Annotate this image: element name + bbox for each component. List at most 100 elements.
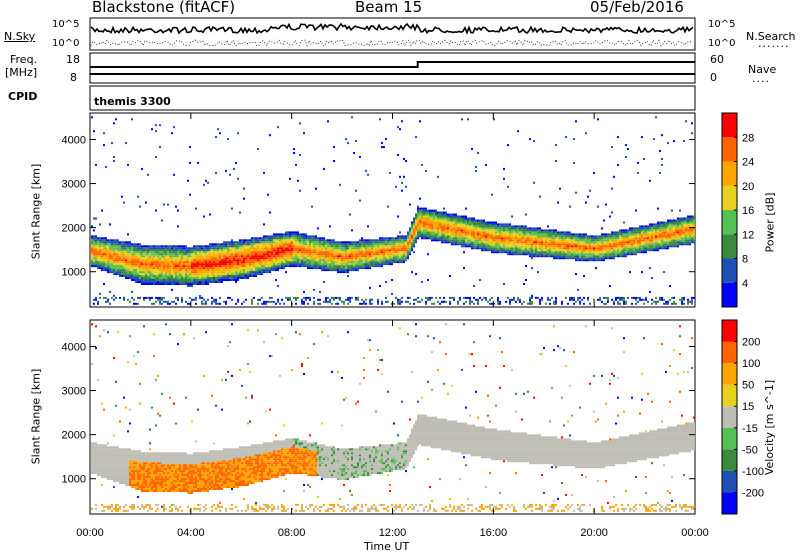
power-cell: [251, 245, 253, 248]
power-cell: [355, 243, 357, 246]
power-cell: [509, 239, 511, 242]
power-cell: [529, 233, 531, 236]
power-cell: [477, 243, 479, 246]
power-cell: [263, 249, 265, 252]
power-cell: [273, 265, 275, 268]
power-cell: [257, 148, 259, 151]
power-cell: [237, 298, 239, 301]
power-cell: [131, 245, 133, 248]
power-cell: [153, 281, 155, 283]
power-cell: [129, 259, 131, 262]
power-cell: [485, 237, 487, 240]
power-cell: [193, 273, 195, 276]
power-cell: [511, 225, 513, 228]
power-cell: [109, 261, 111, 264]
power-cell: [369, 265, 371, 268]
power-cell: [205, 281, 207, 283]
power-cell: [141, 279, 143, 281]
power-cell: [475, 225, 477, 228]
power-cell: [471, 241, 473, 244]
power-cell: [323, 255, 325, 258]
power-cell: [329, 253, 331, 256]
power-cell: [109, 251, 111, 254]
power-cell: [339, 251, 341, 254]
power-cell: [211, 243, 213, 246]
power-cell: [121, 251, 123, 254]
power-cell: [405, 257, 407, 260]
power-cell: [469, 231, 471, 234]
power-cell: [145, 273, 147, 276]
power-cell: [453, 227, 455, 230]
power-cell: [509, 251, 511, 254]
power-cell: [99, 267, 101, 270]
power-cell: [303, 261, 305, 264]
power-cell: [347, 249, 349, 252]
power-cell: [97, 251, 99, 254]
power-cell: [241, 257, 243, 260]
power-cell: [563, 253, 565, 256]
power-cell: [161, 251, 163, 254]
power-cell: [319, 290, 321, 293]
power-cell: [373, 247, 375, 250]
power-cell: [249, 269, 251, 272]
power-cell: [425, 231, 427, 234]
power-cell: [299, 243, 301, 246]
power-cell: [339, 253, 341, 256]
power-cell: [267, 193, 269, 196]
power-cell: [415, 213, 417, 216]
power-cell: [409, 245, 411, 248]
power-cell: [539, 227, 541, 230]
power-cell: [151, 265, 153, 268]
power-cell: [255, 247, 257, 250]
power-cell: [473, 302, 475, 305]
power-cell: [467, 296, 469, 299]
power-cell: [187, 281, 189, 283]
power-cell: [137, 273, 139, 276]
power-cell: [559, 237, 561, 240]
power-cell: [485, 243, 487, 246]
power-cell: [381, 300, 383, 303]
power-cell: [317, 302, 319, 305]
power-cell: [107, 263, 109, 266]
power-cell: [369, 249, 371, 252]
power-cell: [585, 132, 587, 135]
power-cell: [505, 300, 507, 303]
power-cell: [355, 265, 357, 268]
power-cell: [283, 263, 285, 266]
power-cell: [557, 253, 559, 256]
power-cell: [133, 259, 135, 262]
power-cell: [489, 298, 491, 301]
power-cell: [371, 259, 373, 262]
power-cell: [409, 253, 411, 256]
power-cell: [279, 235, 281, 238]
power-cell: [203, 275, 205, 277]
power-cell: [187, 277, 189, 279]
power-cell: [523, 227, 525, 230]
power-cell: [399, 245, 401, 248]
power-cell: [509, 300, 511, 303]
power-cell: [305, 241, 307, 244]
power-cell: [593, 241, 595, 244]
power-cell: [413, 235, 415, 238]
power-cell: [183, 253, 185, 256]
power-cell: [455, 235, 457, 238]
power-cell: [501, 225, 503, 228]
power-cell: [95, 241, 97, 244]
power-cell: [245, 265, 247, 268]
power-cell: [425, 211, 427, 214]
power-cell: [235, 275, 237, 277]
power-cell: [415, 223, 417, 226]
power-cell: [419, 211, 421, 214]
power-cell: [119, 271, 121, 274]
power-cell: [307, 239, 309, 242]
power-cell: [307, 243, 309, 246]
power-cell: [315, 267, 317, 270]
power-cell: [231, 249, 233, 252]
power-cell: [525, 247, 527, 250]
power-cell: [317, 241, 319, 244]
power-cell: [299, 241, 301, 244]
power-cell: [205, 249, 207, 252]
power-cell: [253, 259, 255, 262]
power-cell: [219, 132, 221, 135]
power-cell: [231, 277, 233, 279]
